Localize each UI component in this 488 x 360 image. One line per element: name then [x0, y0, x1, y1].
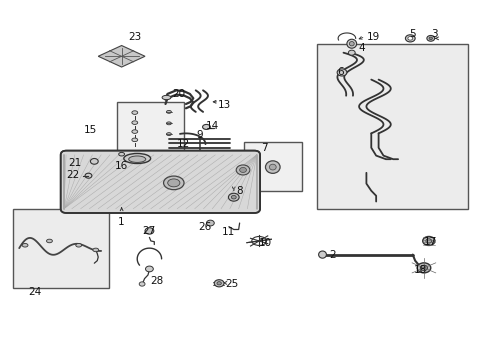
- Ellipse shape: [206, 220, 214, 226]
- Ellipse shape: [347, 50, 354, 55]
- Text: 15: 15: [84, 125, 97, 135]
- Text: 13: 13: [217, 100, 230, 110]
- Text: 16: 16: [115, 161, 128, 171]
- Text: 10: 10: [258, 238, 271, 248]
- Ellipse shape: [407, 37, 412, 40]
- Ellipse shape: [239, 167, 246, 172]
- Ellipse shape: [428, 37, 431, 40]
- Ellipse shape: [422, 237, 434, 246]
- Text: 7: 7: [260, 143, 267, 153]
- Text: 4: 4: [358, 43, 364, 53]
- Ellipse shape: [265, 161, 280, 174]
- Ellipse shape: [46, 239, 52, 243]
- Text: 27: 27: [142, 226, 155, 236]
- Ellipse shape: [336, 69, 346, 76]
- Bar: [316, 44, 467, 209]
- FancyBboxPatch shape: [61, 150, 260, 213]
- Text: 21: 21: [68, 158, 81, 168]
- Text: 9: 9: [196, 130, 203, 140]
- Ellipse shape: [132, 121, 138, 125]
- Ellipse shape: [167, 179, 180, 187]
- Ellipse shape: [166, 122, 171, 125]
- Ellipse shape: [123, 153, 150, 163]
- Text: 23: 23: [128, 32, 141, 41]
- Ellipse shape: [231, 195, 236, 199]
- Ellipse shape: [132, 111, 138, 114]
- Ellipse shape: [426, 36, 434, 41]
- Ellipse shape: [228, 193, 239, 201]
- Ellipse shape: [132, 138, 138, 141]
- Ellipse shape: [128, 156, 145, 162]
- Ellipse shape: [269, 164, 276, 170]
- Bar: [244, 142, 302, 192]
- Ellipse shape: [318, 251, 326, 258]
- Ellipse shape: [162, 95, 170, 100]
- Ellipse shape: [166, 133, 171, 135]
- Text: 6: 6: [336, 67, 343, 77]
- Text: 18: 18: [412, 265, 426, 275]
- Text: 5: 5: [408, 29, 415, 39]
- Ellipse shape: [119, 152, 124, 156]
- Text: 11: 11: [222, 227, 235, 237]
- Ellipse shape: [405, 35, 414, 42]
- Text: 25: 25: [224, 279, 238, 289]
- Ellipse shape: [85, 173, 92, 178]
- Ellipse shape: [90, 158, 98, 164]
- Text: 1: 1: [118, 217, 124, 227]
- Bar: [13, 210, 109, 288]
- Text: 14: 14: [206, 121, 219, 131]
- Ellipse shape: [163, 176, 183, 190]
- Ellipse shape: [132, 130, 138, 134]
- Ellipse shape: [425, 239, 431, 243]
- Ellipse shape: [166, 111, 171, 113]
- Text: 19: 19: [366, 32, 379, 41]
- Ellipse shape: [22, 243, 28, 247]
- Text: 20: 20: [172, 89, 185, 99]
- Ellipse shape: [419, 265, 427, 271]
- Ellipse shape: [139, 282, 145, 286]
- Ellipse shape: [416, 263, 430, 273]
- Ellipse shape: [145, 228, 154, 234]
- Bar: [117, 102, 183, 152]
- Ellipse shape: [202, 125, 210, 130]
- Ellipse shape: [145, 266, 153, 272]
- Ellipse shape: [348, 41, 353, 46]
- Text: 28: 28: [150, 276, 163, 286]
- Text: 17: 17: [423, 237, 436, 247]
- Ellipse shape: [236, 165, 249, 175]
- Text: 2: 2: [328, 250, 335, 260]
- Ellipse shape: [346, 39, 356, 48]
- Text: 24: 24: [28, 287, 41, 297]
- Ellipse shape: [76, 243, 81, 247]
- Polygon shape: [98, 45, 145, 67]
- Text: 12: 12: [177, 139, 190, 149]
- Text: 22: 22: [66, 170, 80, 180]
- Text: 26: 26: [198, 222, 211, 232]
- Text: 3: 3: [430, 29, 437, 39]
- Text: 8: 8: [236, 186, 243, 197]
- Ellipse shape: [214, 280, 224, 287]
- Ellipse shape: [217, 282, 221, 285]
- Ellipse shape: [93, 248, 99, 252]
